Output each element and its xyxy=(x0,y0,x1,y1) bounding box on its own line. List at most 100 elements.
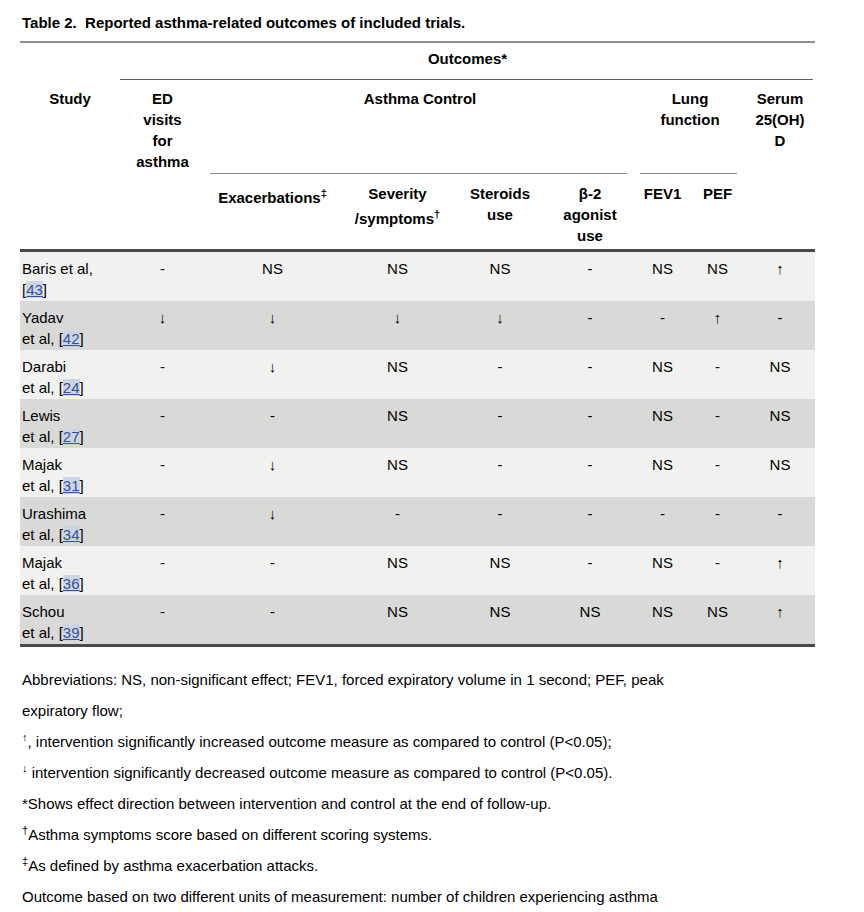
footnote-text: intervention significantly decreased out… xyxy=(28,764,613,781)
footnote-line: Outcome based on two different units of … xyxy=(22,879,815,910)
study-cell: Lewiset al, [27] xyxy=(20,399,120,448)
value-cell: ↓ xyxy=(205,497,340,546)
value-cell: ↑ xyxy=(745,595,815,646)
severity-line2: /symptoms xyxy=(355,210,434,227)
col-header-serum-25ohd: Serum 25(OH) D xyxy=(745,80,815,251)
bracket: ] xyxy=(80,477,84,494)
footnote-text: Asthma symptoms score based on different… xyxy=(28,826,432,843)
value-cell: NS xyxy=(455,251,545,302)
value-cell: ↑ xyxy=(745,251,815,302)
col-header-severity-symptoms: Severity/symptoms† xyxy=(340,174,455,251)
header-group-row: Study ED visits for asthma Asthma Contro… xyxy=(20,80,815,174)
value-cell: NS xyxy=(340,546,455,595)
value-cell: - xyxy=(455,448,545,497)
col-header-pef: PEF xyxy=(690,174,745,251)
study-name: Schou xyxy=(22,603,65,620)
footnote-line: ↓ intervention significantly decreased o… xyxy=(22,755,815,786)
study-name-cont: et al, xyxy=(22,428,59,445)
table-row: Majaket al, [31] - ↓ NS - - NS - NS xyxy=(20,448,815,497)
table-row: Majaket al, [36] - - NS NS - NS - ↑ xyxy=(20,546,815,595)
value-cell: - xyxy=(120,251,205,302)
value-cell: - xyxy=(690,448,745,497)
outcomes-table: Outcomes* Study ED visits for asthma Ast… xyxy=(20,43,815,647)
value-cell: ↓ xyxy=(205,448,340,497)
value-cell: NS xyxy=(340,595,455,646)
col-header-steroids-use: Steroids use xyxy=(455,174,545,251)
study-name: Baris et al, xyxy=(22,260,93,277)
citation-link[interactable]: 39 xyxy=(63,624,80,641)
table-row: Urashimaet al, [34] - ↓ - - - - - - xyxy=(20,497,815,546)
value-cell: - xyxy=(120,399,205,448)
footnotes: Abbreviations: NS, non-significant effec… xyxy=(20,662,815,912)
study-cell: Majaket al, [31] xyxy=(20,448,120,497)
study-name: Yadav xyxy=(22,309,63,326)
value-cell: - xyxy=(455,497,545,546)
col-header-beta2-agonist-use: β-2 agonist use xyxy=(545,174,635,251)
value-cell: ↓ xyxy=(455,301,545,350)
exacerbations-footnote-mark: ‡ xyxy=(321,187,327,199)
table-row: Baris et al,[43] - NS NS NS - NS NS ↑ xyxy=(20,251,815,302)
study-cell: Darabiet al, [24] xyxy=(20,350,120,399)
value-cell: NS xyxy=(745,350,815,399)
footnote-line: ‡As defined by asthma exacerbation attac… xyxy=(22,848,815,879)
footnote-line: Abbreviations: NS, non-significant effec… xyxy=(22,662,815,693)
citation-link[interactable]: 36 xyxy=(63,575,80,592)
group-header-lung-function: Lung function xyxy=(635,80,745,174)
table-row: Schouet al, [39] - - NS NS NS NS NS ↑ xyxy=(20,595,815,646)
study-name-cont: et al, xyxy=(22,379,59,396)
study-name-cont: et al, xyxy=(22,526,59,543)
value-cell: - xyxy=(455,399,545,448)
value-cell: - xyxy=(690,546,745,595)
severity-footnote-mark: † xyxy=(434,208,440,220)
value-cell: - xyxy=(455,350,545,399)
bracket: ] xyxy=(43,281,47,298)
citation-link[interactable]: 27 xyxy=(63,428,80,445)
col-header-exacerbations: Exacerbations‡ xyxy=(205,174,340,251)
value-cell: - xyxy=(745,301,815,350)
study-cell: Urashimaet al, [34] xyxy=(20,497,120,546)
study-name-cont: et al, xyxy=(22,477,59,494)
value-cell: - xyxy=(690,399,745,448)
table-title: Table 2. Reported asthma-related outcome… xyxy=(20,8,815,43)
value-cell: NS xyxy=(635,350,690,399)
study-cell: Schouet al, [39] xyxy=(20,595,120,646)
citation-link[interactable]: 31 xyxy=(63,477,80,494)
table-row: Lewiset al, [27] - - NS - - NS - NS xyxy=(20,399,815,448)
value-cell: - xyxy=(205,399,340,448)
study-cell: Majaket al, [36] xyxy=(20,546,120,595)
study-cell: Yadavet al, [42] xyxy=(20,301,120,350)
footnote-line: ↑, intervention significantly increased … xyxy=(22,724,815,755)
value-cell: NS xyxy=(340,251,455,302)
study-name: Majak xyxy=(22,456,62,473)
value-cell: - xyxy=(205,546,340,595)
bracket: ] xyxy=(80,330,84,347)
value-cell: - xyxy=(205,595,340,646)
value-cell: - xyxy=(120,448,205,497)
citation-link[interactable]: 42 xyxy=(63,330,80,347)
footnote-line: *Shows effect direction between interven… xyxy=(22,786,815,817)
citation-link[interactable]: 34 xyxy=(63,526,80,543)
footnote-line: expiratory flow; xyxy=(22,693,815,724)
value-cell: NS xyxy=(635,448,690,497)
bracket: ] xyxy=(80,379,84,396)
value-cell: - xyxy=(545,301,635,350)
study-name: Urashima xyxy=(22,505,86,522)
value-cell: NS xyxy=(745,399,815,448)
study-name: Lewis xyxy=(22,407,60,424)
severity-line1: Severity xyxy=(368,185,426,202)
value-cell: ↑ xyxy=(690,301,745,350)
outcomes-header: Outcomes* xyxy=(120,43,815,80)
footnote-text: Outcome based on two different units of … xyxy=(22,888,658,905)
citation-link[interactable]: 24 xyxy=(63,379,80,396)
footnote-text: Abbreviations: NS, non-significant effec… xyxy=(22,671,664,688)
citation-link[interactable]: 43 xyxy=(26,281,43,298)
value-cell: - xyxy=(545,448,635,497)
value-cell: - xyxy=(635,301,690,350)
value-cell: - xyxy=(545,399,635,448)
value-cell: - xyxy=(545,251,635,302)
value-cell: - xyxy=(340,497,455,546)
value-cell: NS xyxy=(635,546,690,595)
col-header-study: Study xyxy=(20,80,120,251)
value-cell: NS xyxy=(745,448,815,497)
value-cell: NS xyxy=(455,595,545,646)
